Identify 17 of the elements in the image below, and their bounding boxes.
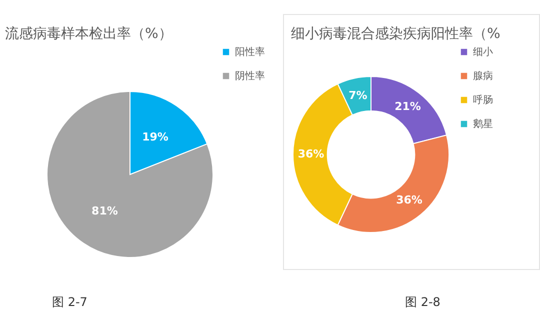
legend-label: 细小: [473, 46, 493, 58]
caption: 图 2-8: [405, 294, 440, 311]
chart-title: 细小病毒混合感染疾病阳性率（%: [291, 26, 500, 42]
data-label: 36%: [298, 148, 324, 160]
pie-slice: [46, 91, 214, 258]
chart-title: 流感病毒样本检出率（%）: [5, 26, 172, 42]
data-label: 7%: [348, 88, 368, 102]
data-label: 81%: [92, 204, 118, 218]
legend-label: 鹅星: [473, 118, 493, 130]
legend-label: 腺病: [473, 70, 493, 82]
legend-label: 呼肠: [473, 94, 493, 106]
legend-label: 阳性率: [235, 46, 265, 58]
caption: 图 2-7: [52, 294, 88, 311]
data-label: 36%: [396, 194, 422, 207]
legend-label: 阴性率: [235, 70, 265, 82]
data-label: 21%: [394, 100, 421, 114]
data-label: 19%: [142, 130, 168, 144]
